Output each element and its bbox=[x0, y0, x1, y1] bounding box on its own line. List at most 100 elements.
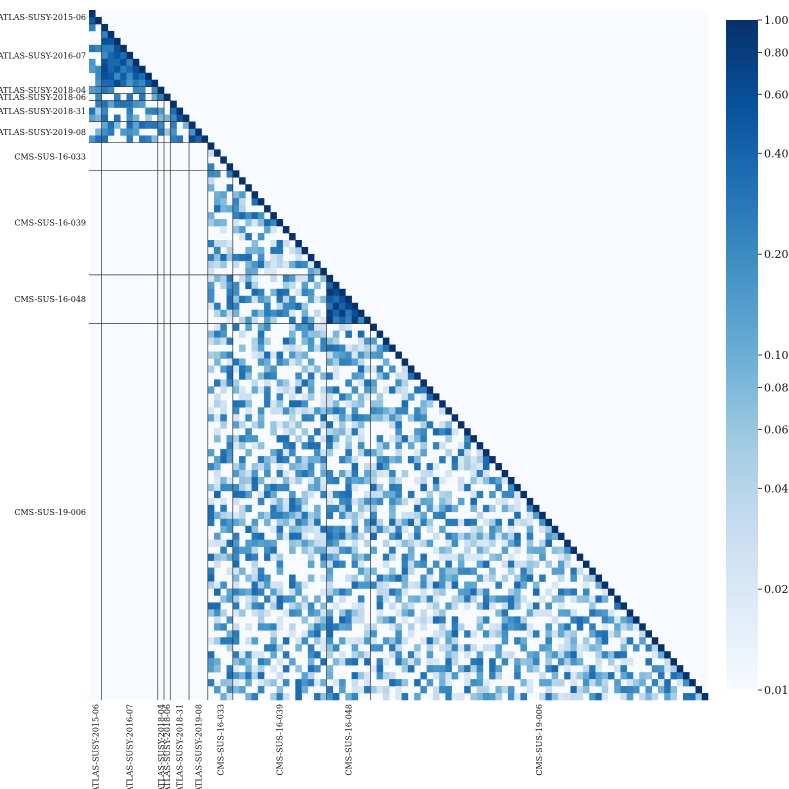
heatmap-cell bbox=[364, 567, 371, 575]
heatmap-cell bbox=[207, 184, 215, 192]
heatmap-cell bbox=[626, 637, 634, 645]
heatmap-cell bbox=[489, 658, 496, 666]
heatmap-cell bbox=[407, 456, 415, 464]
heatmap-cell bbox=[564, 644, 571, 652]
heatmap-cell bbox=[339, 532, 346, 540]
heatmap-cell bbox=[257, 309, 265, 317]
heatmap-cell bbox=[545, 609, 552, 617]
heatmap-diagonal-cell bbox=[432, 393, 440, 401]
heatmap-cell bbox=[620, 665, 628, 673]
heatmap-cell bbox=[489, 595, 496, 603]
heatmap-cell bbox=[651, 665, 659, 673]
heatmap-cell bbox=[307, 546, 315, 554]
heatmap-cell bbox=[332, 330, 340, 338]
heatmap-cell bbox=[264, 595, 271, 603]
heatmap-cell bbox=[245, 588, 252, 596]
heatmap-cell bbox=[245, 323, 252, 331]
heatmap-cell bbox=[139, 100, 146, 108]
heatmap-cell bbox=[557, 658, 565, 666]
heatmap-cell bbox=[539, 574, 546, 582]
heatmap-cell bbox=[376, 442, 384, 450]
heatmap-cell bbox=[345, 428, 352, 436]
heatmap-cell bbox=[314, 651, 321, 659]
heatmap-cell bbox=[295, 379, 302, 387]
heatmap-cell bbox=[520, 658, 527, 666]
heatmap-cell bbox=[232, 539, 240, 547]
heatmap-cell bbox=[595, 637, 602, 645]
heatmap-cell bbox=[507, 518, 515, 527]
heatmap-cell bbox=[395, 372, 402, 380]
heatmap-cell bbox=[295, 274, 302, 283]
heatmap-cell bbox=[332, 295, 340, 304]
heatmap-cell bbox=[314, 637, 321, 645]
heatmap-cell bbox=[414, 560, 421, 568]
heatmap-cell bbox=[145, 121, 152, 129]
heatmap-cell bbox=[395, 651, 402, 659]
heatmap-cell bbox=[345, 393, 352, 401]
heatmap-cell bbox=[307, 344, 315, 352]
heatmap-cell bbox=[382, 456, 390, 464]
heatmap-cell bbox=[276, 658, 284, 666]
heatmap-cell bbox=[270, 421, 277, 429]
heatmap-cell bbox=[132, 121, 140, 129]
heatmap-cell bbox=[226, 295, 234, 304]
heatmap-cell bbox=[295, 253, 302, 262]
heatmap-cell bbox=[501, 616, 509, 624]
heatmap-cell bbox=[445, 539, 452, 547]
heatmap-cell bbox=[295, 588, 302, 596]
heatmap-cell bbox=[351, 351, 359, 359]
heatmap-cell bbox=[370, 637, 377, 645]
heatmap-cell bbox=[395, 686, 402, 694]
heatmap-cell bbox=[95, 65, 102, 74]
heatmap-cell bbox=[351, 581, 359, 589]
heatmap-cell bbox=[470, 595, 477, 603]
heatmap-cell bbox=[214, 205, 221, 213]
heatmap-cell bbox=[395, 497, 402, 506]
heatmap-cell bbox=[582, 588, 590, 596]
heatmap-cell bbox=[220, 497, 227, 506]
heatmap-cell bbox=[207, 658, 215, 666]
heatmap-diagonal-cell bbox=[551, 525, 559, 534]
heatmap-cell bbox=[251, 567, 259, 575]
heatmap-cell bbox=[514, 595, 521, 603]
heatmap-cell bbox=[114, 72, 121, 80]
heatmap-cell bbox=[445, 546, 452, 554]
heatmap-cell bbox=[276, 483, 284, 492]
heatmap-cell bbox=[320, 470, 327, 478]
heatmap-cell bbox=[320, 400, 327, 408]
heatmap-cell bbox=[276, 602, 284, 610]
heatmap-cell bbox=[214, 470, 221, 478]
heatmap-cell bbox=[314, 693, 321, 701]
heatmap-cell bbox=[351, 637, 359, 645]
heatmap-cell bbox=[257, 511, 265, 520]
heatmap-cell bbox=[314, 309, 321, 317]
heatmap-cell bbox=[107, 37, 115, 46]
heatmap-cell bbox=[376, 483, 384, 492]
heatmap-cell bbox=[482, 539, 490, 547]
heatmap-cell bbox=[470, 588, 477, 596]
heatmap-cell bbox=[132, 100, 140, 108]
heatmap-cell bbox=[370, 630, 377, 638]
heatmap-cell bbox=[351, 693, 359, 701]
heatmap-cell bbox=[626, 616, 634, 624]
heatmap-cell bbox=[239, 546, 246, 554]
heatmap-cell bbox=[264, 219, 271, 227]
heatmap-cell bbox=[570, 658, 577, 666]
heatmap-cell bbox=[332, 504, 340, 513]
heatmap-cell bbox=[220, 553, 227, 561]
heatmap-cell bbox=[326, 421, 334, 429]
heatmap-cell bbox=[164, 128, 171, 136]
heatmap-cell bbox=[570, 679, 577, 687]
heatmap-cell bbox=[276, 309, 284, 317]
heatmap-cell bbox=[326, 616, 334, 624]
heatmap-cell bbox=[289, 337, 296, 345]
heatmap-cell bbox=[601, 693, 609, 701]
heatmap-cell bbox=[407, 435, 415, 443]
heatmap-cell bbox=[289, 323, 296, 331]
heatmap-cell bbox=[432, 504, 440, 513]
heatmap-cell bbox=[420, 421, 427, 429]
heatmap-cell bbox=[532, 511, 540, 520]
heatmap-cell bbox=[295, 476, 302, 485]
heatmap-cell bbox=[239, 658, 246, 666]
heatmap-cell bbox=[264, 302, 271, 310]
